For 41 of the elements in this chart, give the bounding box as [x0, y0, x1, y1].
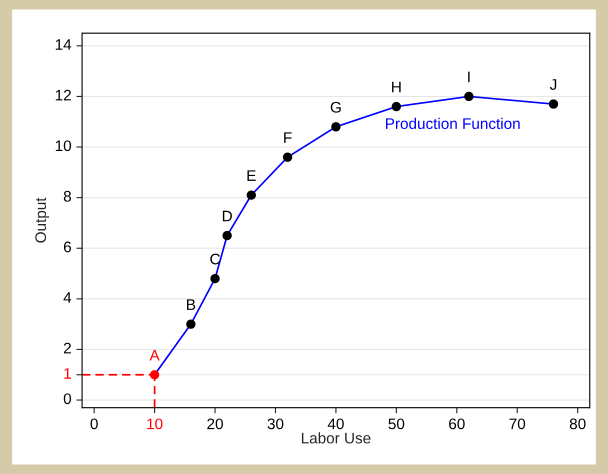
x-tick-label: 60 — [449, 418, 465, 430]
point — [150, 370, 160, 380]
x-tick-label: 0 — [90, 418, 98, 430]
annotation: B — [187, 299, 196, 310]
annotation: Production Function — [386, 118, 520, 130]
point — [186, 319, 196, 329]
annotation: J — [550, 79, 556, 90]
y-tick-label: 2 — [64, 342, 71, 354]
x-tick-label: 50 — [388, 418, 404, 430]
y-tick-label: 1 — [64, 368, 71, 379]
annotation: G — [330, 102, 341, 113]
annotation: H — [392, 82, 401, 92]
annotation: E — [247, 170, 256, 181]
point — [464, 92, 474, 102]
x-tick-label: 30 — [268, 418, 284, 430]
x-tick-label: 80 — [570, 418, 586, 430]
point — [210, 274, 220, 284]
annotation: I — [468, 72, 470, 82]
point — [392, 102, 402, 112]
point — [222, 230, 232, 240]
y-axis-title: Output — [35, 198, 50, 243]
y-tick-label: 4 — [64, 292, 72, 303]
x-tick-label: 40 — [328, 418, 344, 430]
point — [331, 122, 341, 132]
y-tick-label: 6 — [64, 242, 71, 252]
point — [548, 99, 558, 109]
y-tick-label: 0 — [64, 393, 72, 404]
y-tick-label: 14 — [56, 39, 72, 50]
x-tick-label: 20 — [207, 418, 223, 430]
annotation: C — [210, 254, 220, 264]
x-axis-title: Labor Use — [302, 432, 370, 444]
annotation: F — [284, 132, 292, 143]
point — [282, 152, 292, 162]
y-tick-label: 10 — [56, 140, 72, 152]
y-tick-label: 8 — [64, 190, 71, 202]
x-tick-label: 70 — [510, 418, 526, 430]
annotation: A — [150, 350, 160, 360]
point — [246, 190, 256, 200]
y-tick-label: 12 — [56, 90, 71, 100]
annotation: D — [222, 210, 232, 222]
x-tick-label: 10 — [147, 418, 163, 430]
